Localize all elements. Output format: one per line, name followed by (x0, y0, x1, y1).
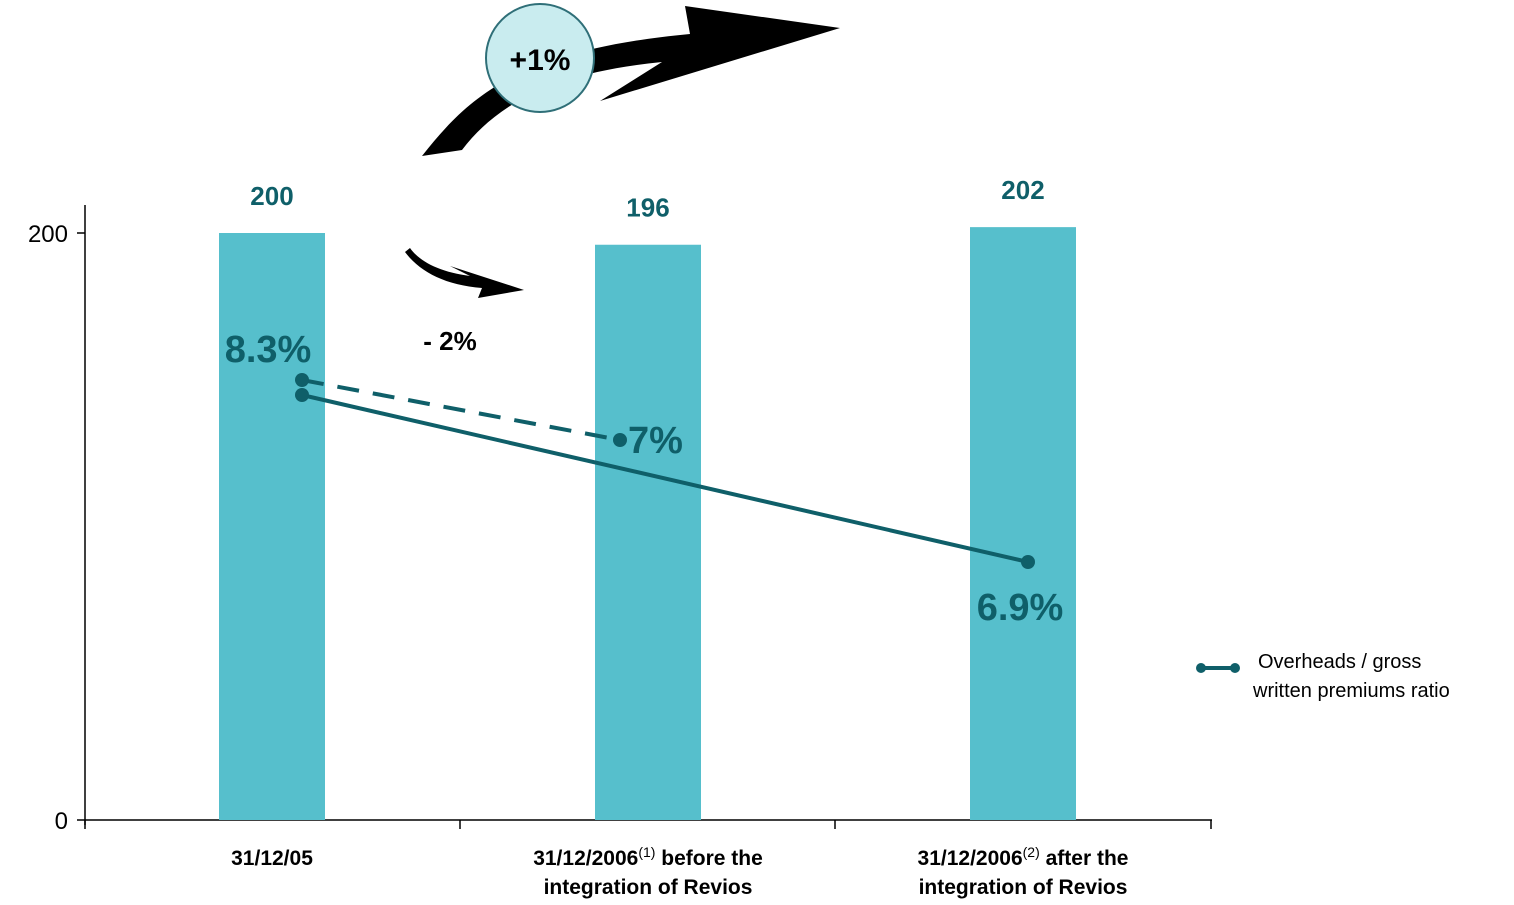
ratio-label-3: 6.9% (977, 587, 1064, 629)
increase-arrow-icon (422, 6, 840, 156)
category-2-main: 31/12/2006 (533, 847, 638, 870)
category-3-suffix: after the (1040, 847, 1129, 870)
legend: Overheads / gross written premiums ratio (1196, 651, 1450, 702)
category-label-2: 31/12/2006(1) before the (533, 844, 763, 870)
category-label-3-line2: integration of Revios (919, 876, 1128, 899)
bar-3 (970, 227, 1076, 820)
decrease-label: - 2% (423, 326, 476, 356)
category-label-3: 31/12/2006(2) after the (918, 844, 1129, 870)
ratio-label-2: 7% (628, 420, 683, 462)
bar-1 (219, 233, 325, 820)
ratio-point-before (613, 433, 627, 447)
y-axis-ticks (77, 232, 85, 821)
category-2-suffix: before the (655, 847, 762, 870)
ratio-line-solid (301, 393, 1029, 564)
legend-label-line2: written premiums ratio (1252, 680, 1450, 702)
y-tick-label-0: 0 (55, 808, 68, 835)
increase-label: +1% (510, 44, 571, 77)
category-label-1: 31/12/05 (231, 847, 313, 870)
bar-value-label-3: 202 (1001, 175, 1044, 205)
legend-label-line1: Overheads / gross (1258, 651, 1421, 673)
bar-value-label-2: 196 (626, 193, 669, 223)
y-tick-label-200: 200 (28, 221, 68, 248)
increase-badge (485, 3, 595, 113)
ratio-point-start-solid (295, 388, 309, 402)
category-3-note: (2) (1023, 844, 1040, 860)
x-axis-ticks (84, 820, 1212, 829)
bars (219, 227, 1076, 821)
ratio-label-1: 8.3% (225, 329, 312, 371)
category-3-main: 31/12/2006 (918, 847, 1023, 870)
bar-value-label-1: 200 (250, 181, 293, 211)
bar-2 (595, 244, 701, 821)
legend-marker-start (1196, 663, 1206, 673)
category-label-2-line2: integration of Revios (544, 876, 753, 899)
ratio-point-after (1021, 555, 1035, 569)
ratio-line-dashed (301, 378, 621, 442)
ratio-point-start-dashed (295, 373, 309, 387)
legend-marker-end (1230, 663, 1240, 673)
decrease-arrow-icon (405, 248, 524, 298)
category-2-note: (1) (638, 844, 655, 860)
bar-value-labels: 200 196 202 (250, 175, 1044, 223)
